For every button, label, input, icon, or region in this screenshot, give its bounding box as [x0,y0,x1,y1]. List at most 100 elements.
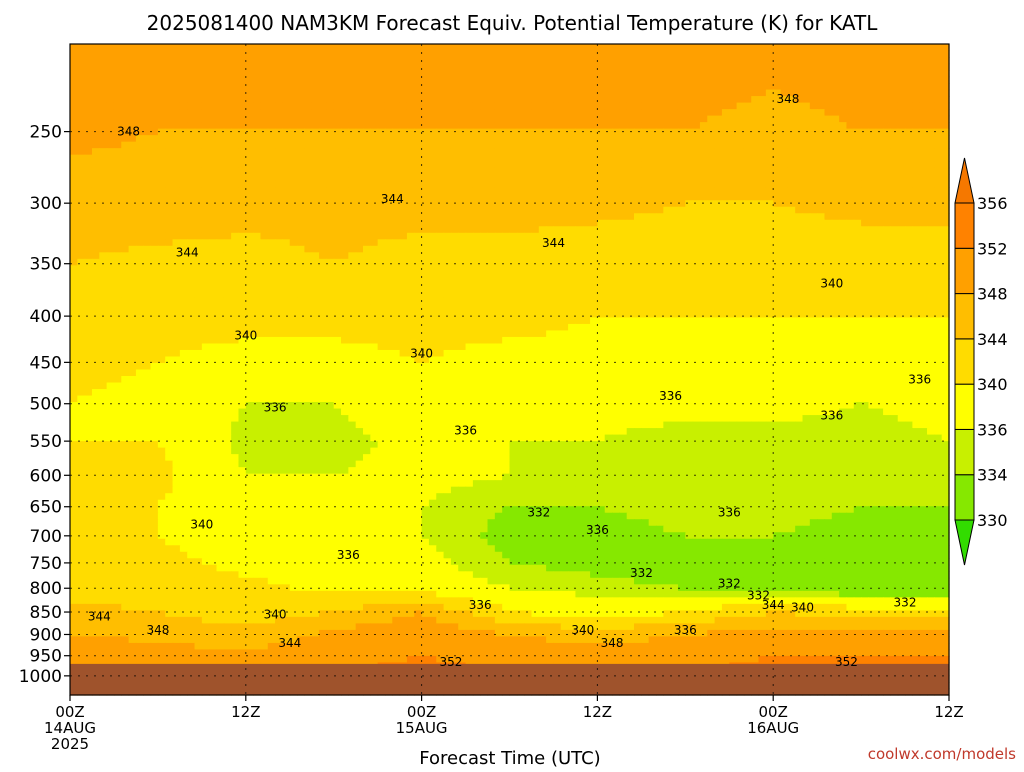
field-cell [113,102,122,110]
field-cell [143,154,152,162]
field-cell [809,174,818,182]
field-cell [685,89,694,97]
field-cell [494,297,503,305]
field-cell [428,258,437,266]
field-cell [729,291,738,299]
field-cell [480,291,489,299]
field-cell [707,115,716,123]
field-cell [619,141,628,149]
field-cell [187,83,196,91]
field-cell [839,135,848,143]
field-cell [311,70,320,78]
field-cell [289,252,298,260]
field-cell [289,57,298,65]
field-cell [575,83,584,91]
field-cell [919,193,928,201]
field-cell [934,135,943,143]
field-cell [165,265,174,273]
field-cell [443,63,452,71]
field-cell [319,63,327,71]
field-cell [179,167,188,175]
field-cell [91,154,100,162]
field-cell [853,297,862,305]
field-cell [319,128,327,136]
field-cell [392,213,401,221]
field-cell [275,239,284,247]
field-cell [670,193,679,201]
field-cell [839,265,848,273]
field-cell [421,63,430,71]
field-cell [721,187,730,195]
field-cell [897,297,906,305]
field-cell [502,193,511,201]
field-cell [626,232,635,240]
field-cell [84,115,93,123]
field-cell [494,161,503,169]
field-cell [289,206,298,214]
field-cell [428,265,437,273]
field-cell [670,239,679,247]
field-cell [773,141,782,149]
field-cell [765,206,774,214]
field-cell [875,115,884,123]
field-cell [99,213,108,221]
field-cell [831,232,840,240]
field-cell [707,213,716,221]
field-cell [128,148,137,156]
field-cell [406,232,415,240]
field-cell [355,180,364,188]
field-cell [443,304,452,312]
field-cell [897,265,906,273]
field-cell [333,50,342,58]
field-cell [472,96,481,104]
field-cell [590,271,598,279]
field-cell [319,304,327,312]
field-cell [450,161,459,169]
field-cell [751,284,760,292]
field-cell [194,167,203,175]
field-cell [699,174,708,182]
field-cell [216,109,225,117]
field-cell [736,89,745,97]
field-cell [817,154,826,162]
field-cell [421,83,430,91]
field-cell [370,148,379,156]
field-cell [384,265,393,273]
field-cell [795,291,804,299]
field-cell [765,148,774,156]
field-cell [853,128,862,136]
field-cell [524,89,533,97]
field-cell [275,76,284,84]
field-cell [729,122,738,130]
field-cell [729,161,738,169]
field-cell [612,167,620,175]
field-cell [150,141,159,149]
field-cell [560,89,569,97]
field-cell [363,291,371,299]
field-cell [465,284,474,292]
field-cell [282,70,291,78]
field-cell [436,161,445,169]
field-cell [187,167,196,175]
field-cell [853,167,862,175]
field-cell [853,278,862,286]
field-cell [194,284,203,292]
field-cell [604,174,613,182]
field-cell [853,200,862,208]
field-cell [919,284,928,292]
field-cell [494,200,503,208]
field-cell [502,245,511,253]
field-cell [275,44,284,52]
field-cell [84,219,93,227]
field-cell [443,122,452,130]
field-cell [553,304,562,312]
field-cell [802,102,811,110]
field-cell [538,109,547,117]
field-cell [135,187,144,195]
field-cell [509,148,518,156]
field-cell [84,135,93,143]
field-cell [868,167,877,175]
field-cell [590,310,598,319]
field-cell [436,304,445,312]
field-cell [531,187,540,195]
